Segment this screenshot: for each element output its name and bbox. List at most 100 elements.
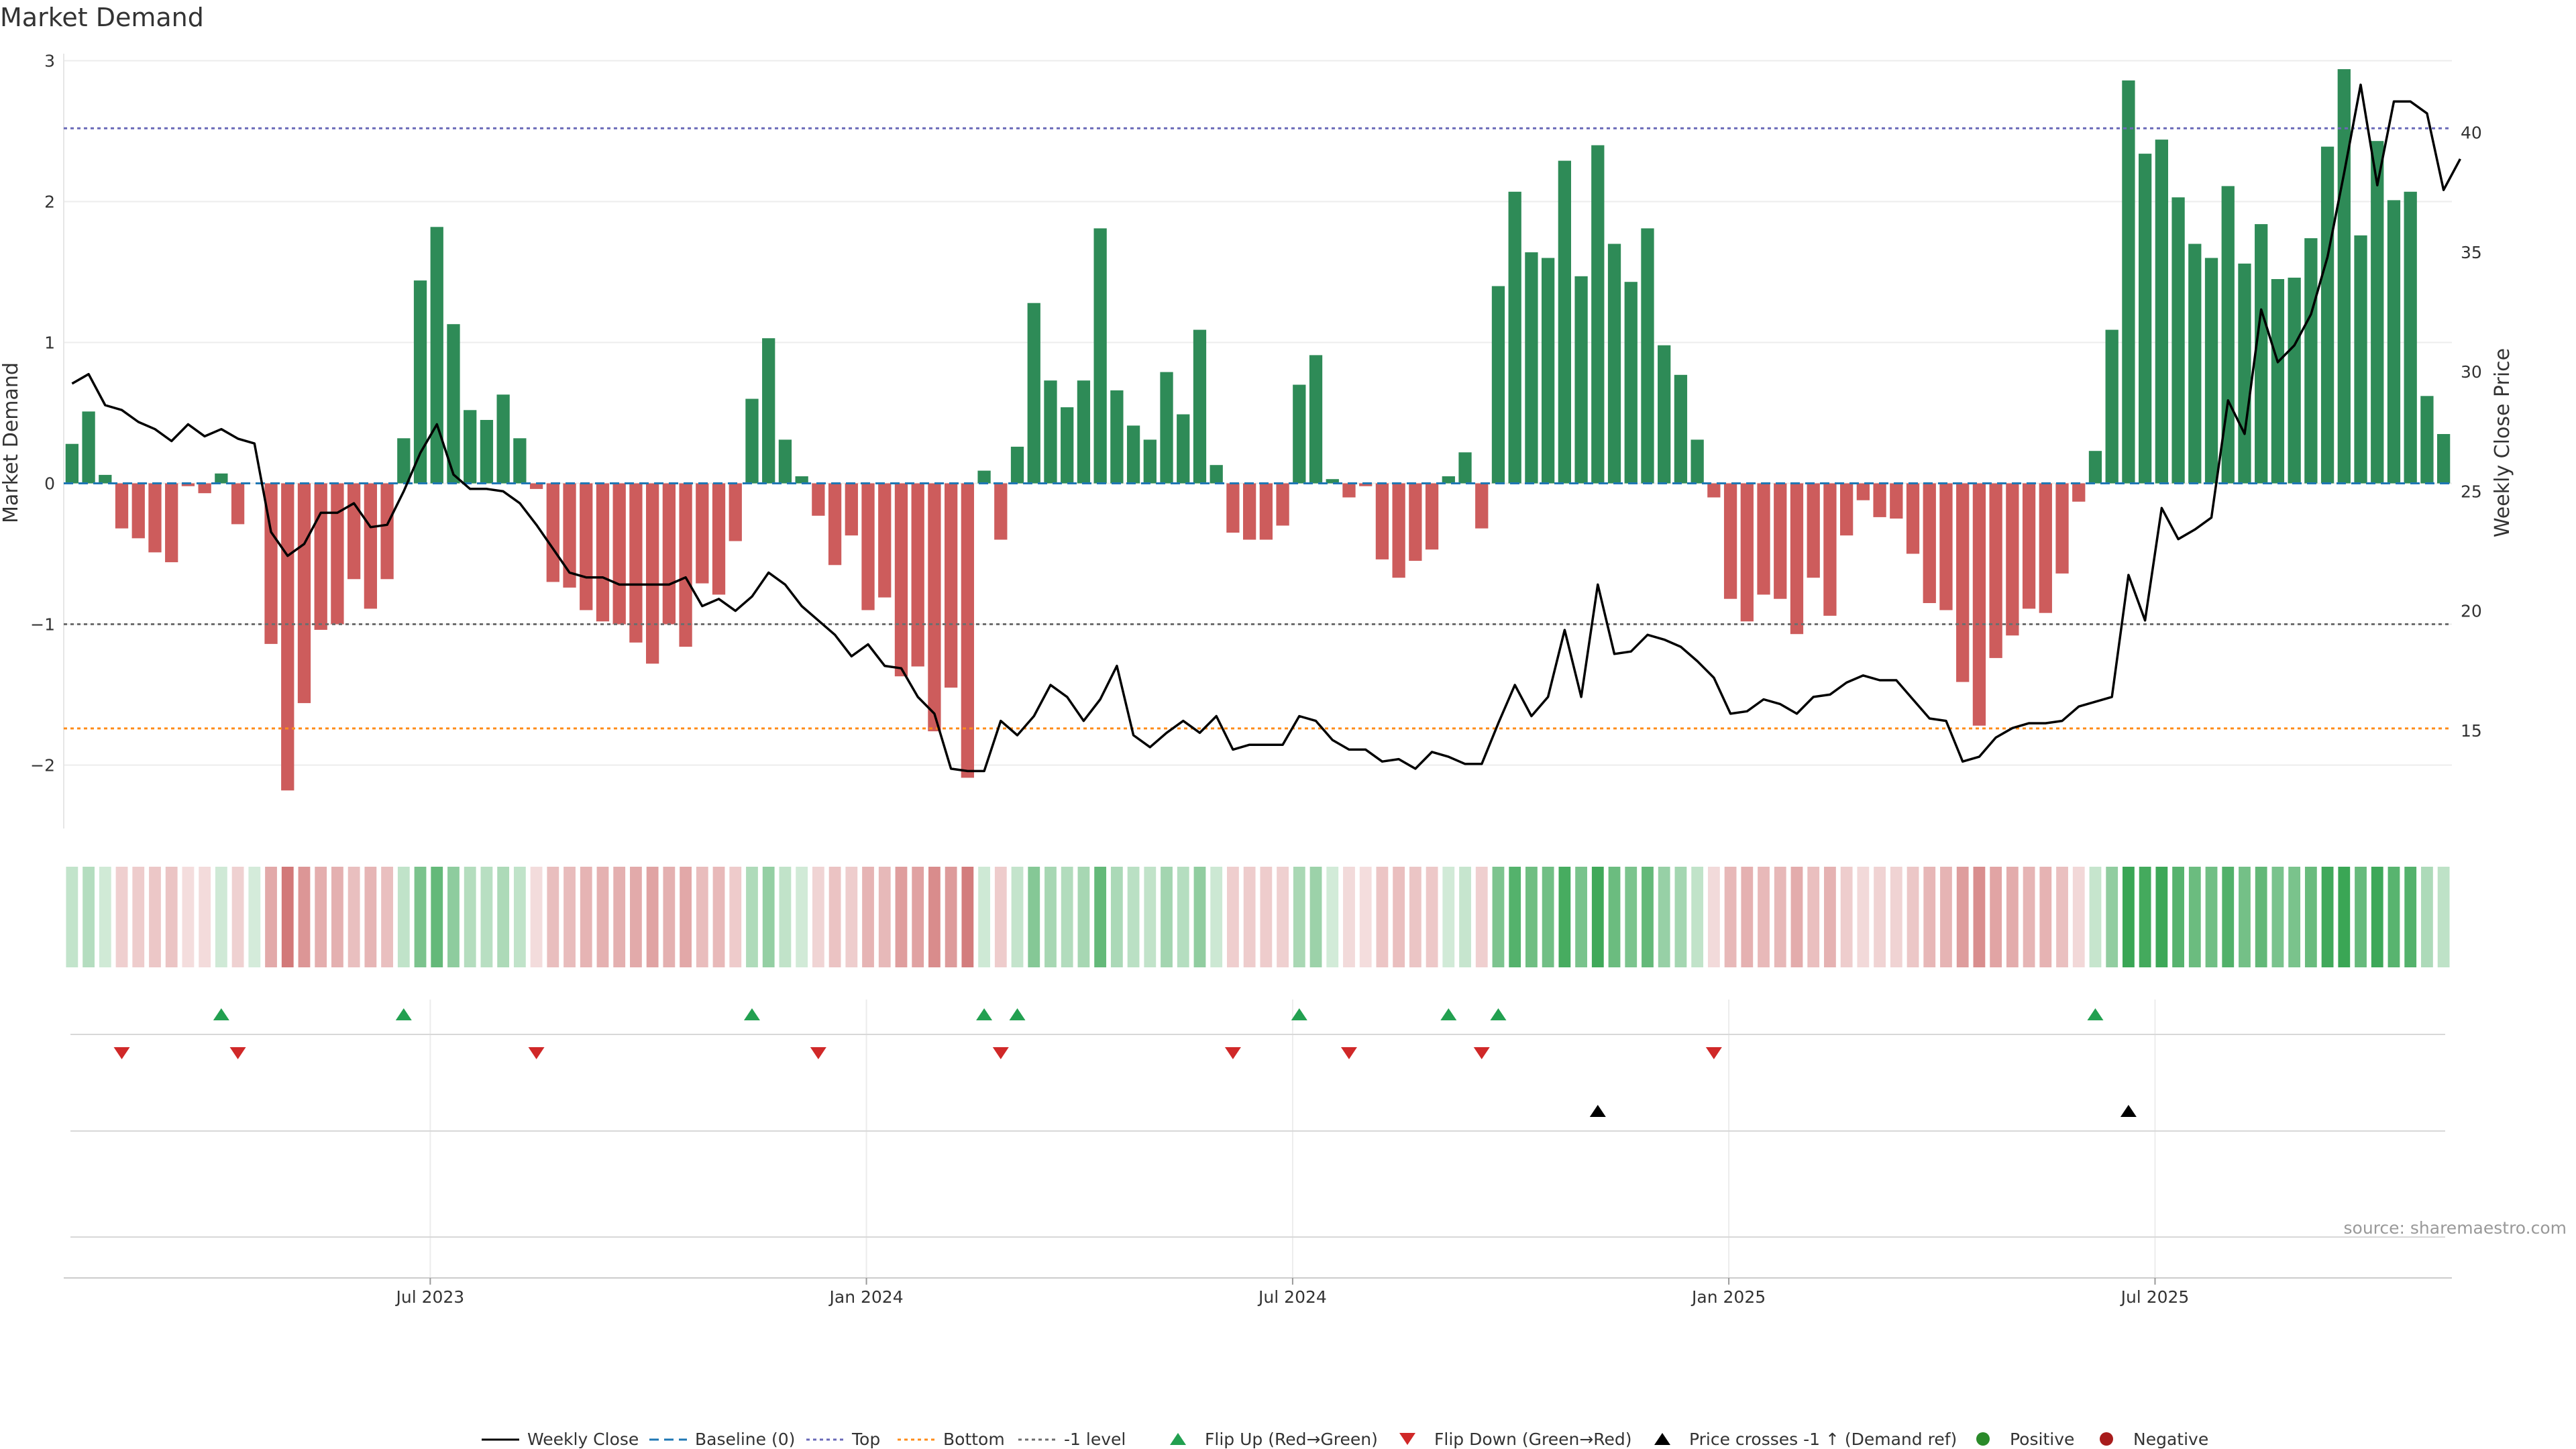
demand-bar <box>513 438 527 484</box>
demand-bar <box>1409 483 1422 561</box>
heat-strip-cell <box>331 867 343 967</box>
heat-strip-cell <box>215 867 227 967</box>
heat-strip-cell <box>1309 867 1322 967</box>
demand-bar <box>2039 483 2052 613</box>
demand-bar <box>1458 452 1472 484</box>
x-axis-tick-label: Jul 2024 <box>1257 1287 1327 1307</box>
heat-strip-cell <box>1625 867 1638 967</box>
heat-strip-cell <box>630 867 642 967</box>
demand-bar <box>380 483 394 580</box>
heat-strip-cell <box>1990 867 2002 967</box>
heat-strip-cell <box>912 867 924 967</box>
flip-up-marker <box>1490 1008 1507 1020</box>
x-axis-tick-label: Jan 2025 <box>1690 1287 1766 1307</box>
demand-bar <box>464 410 477 484</box>
demand-bar <box>1475 483 1489 529</box>
heat-strip-cell <box>1144 867 1157 967</box>
demand-bar <box>1906 483 1920 554</box>
heat-strip-cell <box>1741 867 1754 967</box>
demand-bar <box>2288 277 2301 484</box>
legend-label: Positive <box>2010 1430 2074 1449</box>
heat-strip-cell <box>1509 867 1521 967</box>
demand-bar <box>480 420 494 484</box>
right-axis-title: Weekly Close Price <box>2491 348 2514 537</box>
heat-strip-cell <box>596 867 609 967</box>
heat-strip-cell <box>1442 867 1455 967</box>
heat-strip-cell <box>878 867 891 967</box>
demand-bar <box>1326 479 1339 484</box>
heat-strip-cell <box>1193 867 1206 967</box>
demand-bar <box>2088 451 2102 484</box>
demand-bar <box>1740 483 1754 622</box>
demand-bar <box>1359 483 1373 486</box>
legend-swatch <box>1170 1433 1186 1445</box>
demand-bar <box>546 483 559 582</box>
x-axis-tick-label: Jul 2025 <box>2120 1287 2190 1307</box>
demand-bar <box>2271 279 2285 484</box>
demand-bar <box>911 483 924 667</box>
heat-strip-cell <box>2304 867 2317 967</box>
heat-strip-cell <box>1293 867 1305 967</box>
demand-bar <box>2354 235 2367 484</box>
x-axis-tick-label: Jul 2023 <box>394 1287 464 1307</box>
heat-strip-cell <box>513 867 526 967</box>
demand-bar <box>1956 483 1970 682</box>
demand-bar <box>1143 439 1157 484</box>
demand-bar <box>1658 345 1671 484</box>
heat-strip-cell <box>1758 867 1770 967</box>
heat-strip-cell <box>2338 867 2351 967</box>
demand-bar <box>662 483 676 625</box>
demand-bar <box>1010 446 1024 484</box>
demand-bar <box>115 483 129 529</box>
demand-bar <box>878 483 892 598</box>
heat-strip-cell <box>1923 867 1936 967</box>
heat-strip-cell <box>2056 867 2068 967</box>
right-axis-tick-label: 20 <box>2461 602 2482 621</box>
demand-bar <box>1309 355 1323 484</box>
demand-bar <box>679 483 692 647</box>
heat-strip-cell <box>2072 867 2085 967</box>
demand-bar <box>1807 483 1820 578</box>
heat-strip-cell <box>696 867 708 967</box>
demand-bar <box>1061 407 1074 484</box>
demand-bar <box>1757 483 1770 595</box>
demand-bar <box>596 483 610 622</box>
heat-strip-cell <box>414 867 427 967</box>
demand-bar <box>1442 476 1455 484</box>
demand-bar <box>430 227 443 484</box>
legend-swatch <box>2100 1432 2113 1446</box>
demand-bar <box>1093 228 1107 484</box>
demand-bar <box>612 483 626 625</box>
heat-strip-cell <box>663 867 676 967</box>
demand-bar <box>2138 154 2152 484</box>
demand-bar <box>1972 483 1986 726</box>
demand-bar <box>1193 329 1207 484</box>
demand-bar <box>1077 380 1091 484</box>
heat-strip-cell <box>2188 867 2201 967</box>
right-axis-tick-label: 25 <box>2461 482 2482 501</box>
heat-strip-cell <box>1642 867 1654 967</box>
left-axis-tick-label: 0 <box>44 474 55 494</box>
demand-bar <box>1939 483 1953 610</box>
heat-strip-cell <box>1890 867 1902 967</box>
demand-bar <box>1624 282 1638 484</box>
demand-bar <box>563 483 576 588</box>
heat-strip-cell <box>231 867 244 967</box>
heat-strip-cell <box>248 867 261 967</box>
demand-bar <box>1923 483 1936 603</box>
heat-strip-cell <box>613 867 626 967</box>
heat-strip-cell <box>265 867 277 967</box>
heat-strip-cell <box>2271 867 2284 967</box>
legend-label: Flip Down (Green→Red) <box>1434 1430 1632 1449</box>
demand-bar <box>1491 286 1505 484</box>
heat-strip-cell <box>1707 867 1720 967</box>
price-cross-marker <box>2120 1105 2137 1117</box>
demand-bar <box>2155 140 2169 484</box>
demand-bar <box>828 483 842 566</box>
demand-bar <box>994 483 1008 540</box>
legend-label: Flip Up (Red→Green) <box>1205 1430 1378 1449</box>
left-axis-title: Market Demand <box>0 362 23 523</box>
source-note: source: sharemaestro.com <box>2343 1218 2567 1238</box>
legend-label: Baseline (0) <box>695 1430 795 1449</box>
flip-down-marker <box>528 1047 545 1059</box>
